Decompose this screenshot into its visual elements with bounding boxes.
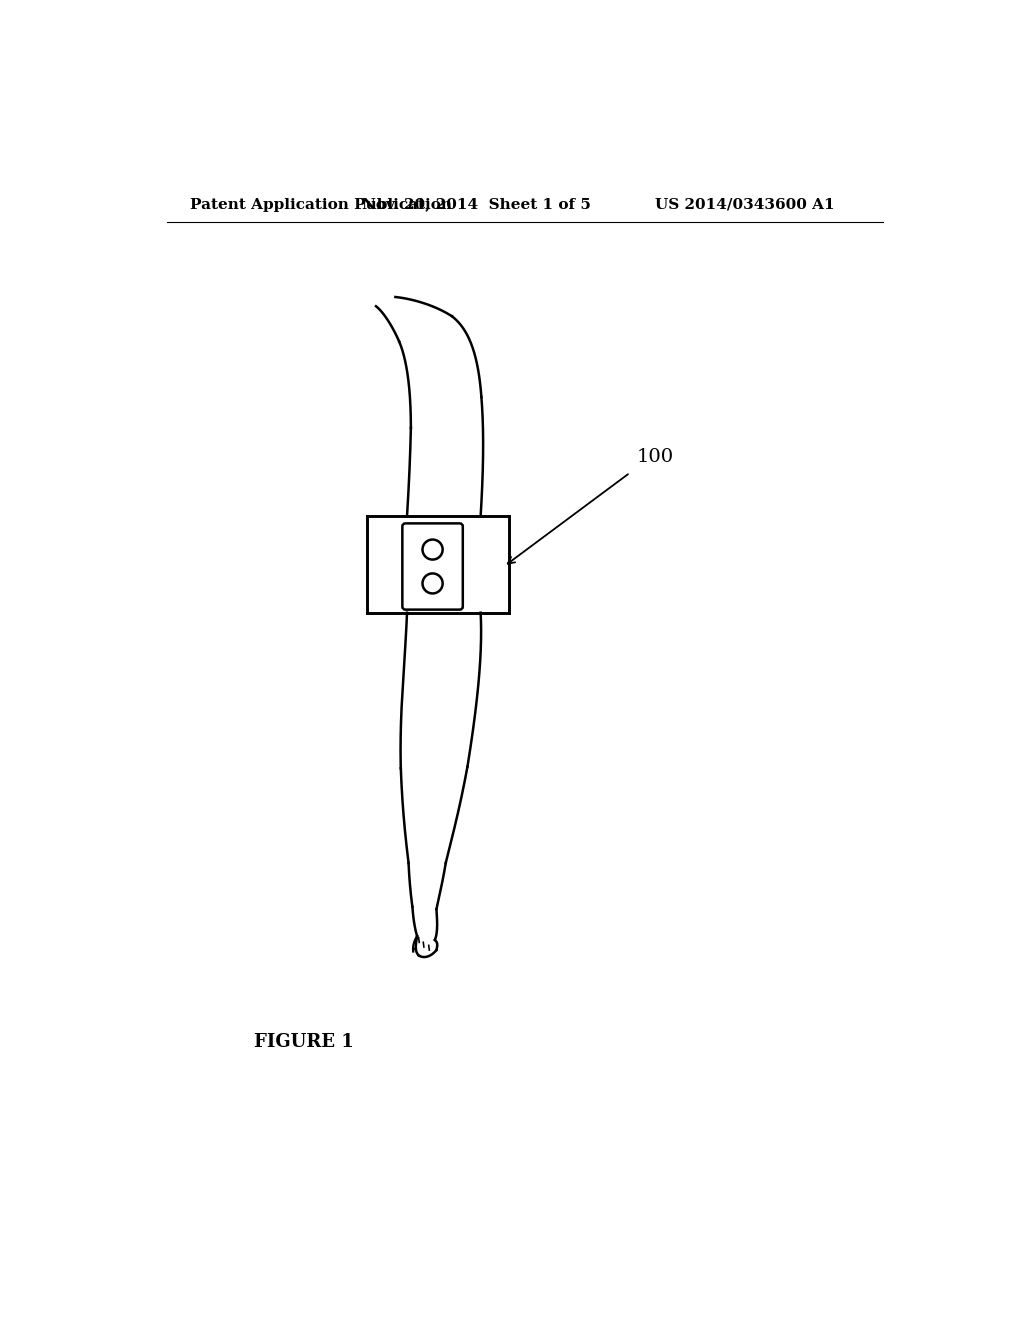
Bar: [367, 516, 509, 612]
Text: US 2014/0343600 A1: US 2014/0343600 A1: [655, 198, 835, 211]
Text: Nov. 20, 2014  Sheet 1 of 5: Nov. 20, 2014 Sheet 1 of 5: [362, 198, 591, 211]
Text: 100: 100: [636, 449, 674, 466]
FancyBboxPatch shape: [402, 524, 463, 610]
Text: FIGURE 1: FIGURE 1: [254, 1034, 353, 1051]
Text: Patent Application Publication: Patent Application Publication: [190, 198, 452, 211]
